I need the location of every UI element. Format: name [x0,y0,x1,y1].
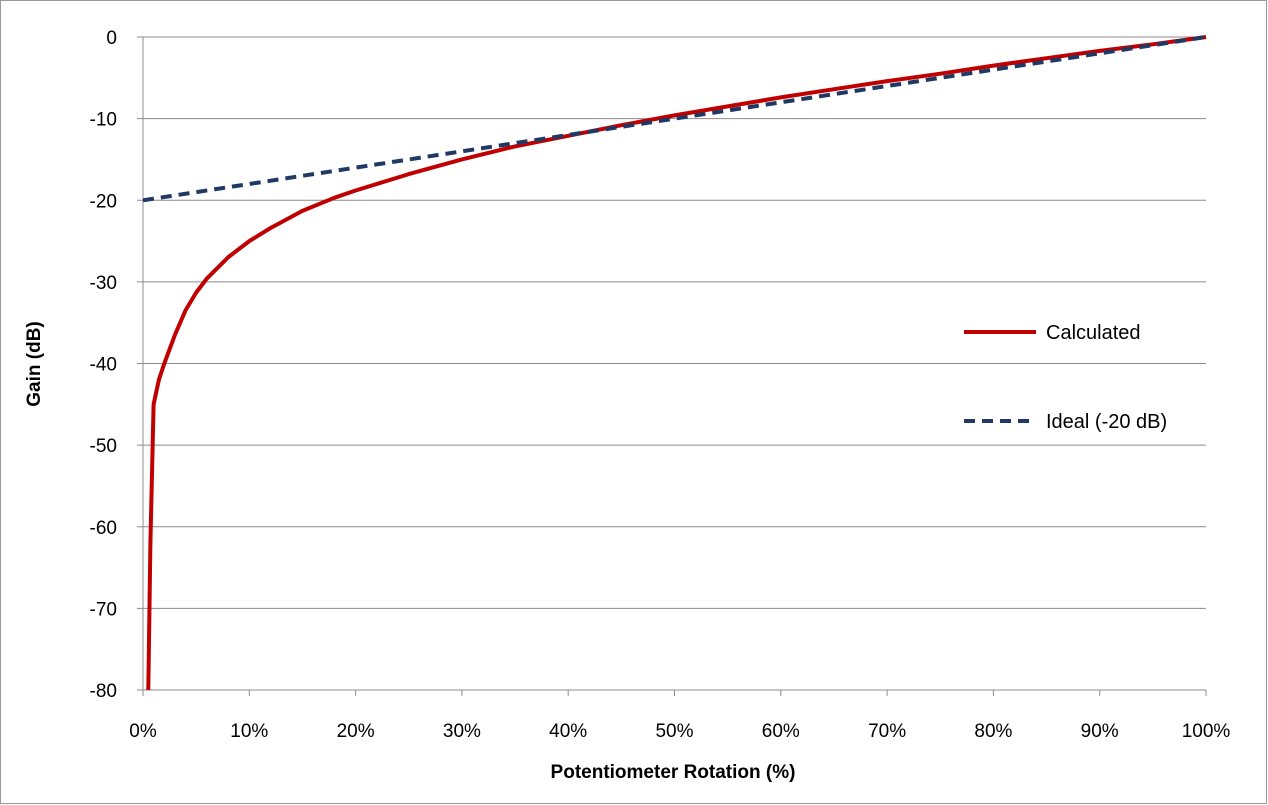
y-tick-label: -80 [90,681,117,702]
x-tick-label: 10% [230,721,268,742]
x-tick-label: 40% [549,721,587,742]
y-tick-label: -20 [90,191,117,212]
y-tick-label: -30 [90,273,117,294]
axes [137,36,1207,696]
x-tick-label: 70% [868,721,906,742]
x-tick-label: 100% [1182,721,1231,742]
y-axis-title: Gain (dB) [24,321,45,407]
x-tick-label: 90% [1081,721,1119,742]
x-tick-label: 20% [337,721,375,742]
y-tick-label: -40 [90,355,117,376]
y-tick-label: -10 [90,110,117,131]
x-tick-label: 80% [974,721,1012,742]
y-tick-label: -50 [90,436,117,457]
y-tick-label: -60 [90,518,117,539]
x-axis-title: Potentiometer Rotation (%) [551,762,796,783]
x-tick-label: 60% [762,721,800,742]
y-tick-label: -70 [90,599,117,620]
legend-label-ideal: Ideal (-20 dB) [1046,411,1167,433]
series-line-calculated [146,35,1207,691]
series-lines [142,35,1207,691]
x-tick-label: 50% [655,721,693,742]
legend: Calculated Ideal (-20 dB) [964,322,1167,433]
y-tick-label: 0 [106,28,117,49]
x-tick-labels: 0% 10% 20% 30% 40% 50% 60% 70% 80% 90% 100% [129,721,1230,742]
gridlines [143,36,1206,609]
legend-label-calculated: Calculated [1046,322,1141,344]
x-tick-label: 30% [443,721,481,742]
x-tick-label: 0% [129,721,157,742]
y-tick-labels: 0 -10 -20 -30 -40 -50 -60 -70 -80 [90,28,117,702]
